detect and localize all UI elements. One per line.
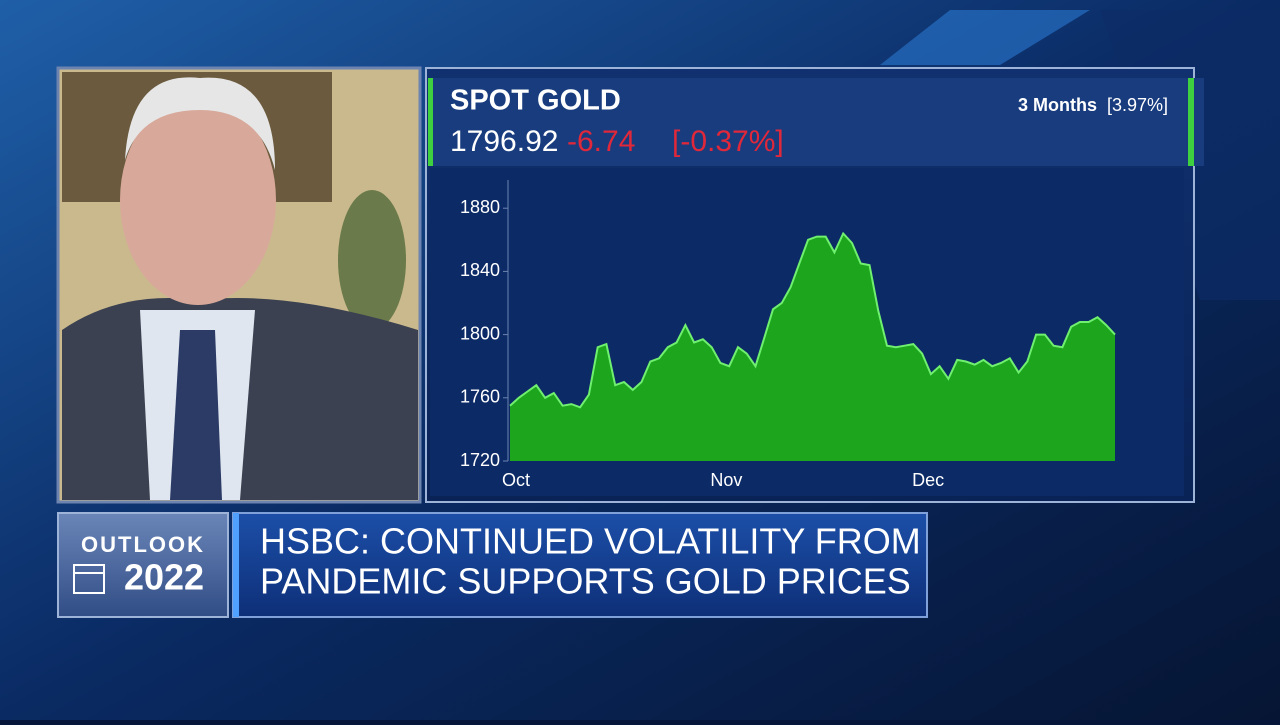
video-vase: [338, 190, 406, 330]
y-tick-label: 1760: [460, 387, 500, 407]
header-accent: [428, 78, 433, 166]
x-tick-label: Dec: [912, 470, 944, 490]
x-tick-label: Nov: [710, 470, 742, 490]
chart-header: [428, 78, 1204, 166]
price: 1796.92: [450, 125, 558, 158]
tag-top: OUTLOOK: [81, 532, 205, 557]
line: [509, 231, 1116, 409]
y-tick-label: 1800: [460, 323, 500, 343]
change: -6.74: [567, 125, 635, 158]
header-accent: [1188, 78, 1194, 166]
x-tick-label: Oct: [502, 470, 530, 490]
chart-title: SPOT GOLD: [450, 85, 621, 117]
y-tick-label: 1720: [460, 450, 500, 470]
calendar-icon: [73, 564, 105, 594]
y-tick-label: 1880: [460, 197, 500, 217]
headline-accent: [233, 513, 239, 617]
headline-line: HSBC: CONTINUED VOLATILITY FROM: [260, 521, 921, 562]
area: [510, 233, 1115, 461]
headline-box: [232, 512, 928, 618]
period-change: [3.97%]: [1107, 95, 1168, 115]
video-person: [120, 95, 276, 305]
headline-line: PANDEMIC SUPPORTS GOLD PRICES: [260, 561, 911, 602]
decor: [880, 10, 1090, 65]
y-tick-label: 1840: [460, 260, 500, 280]
change-pct: [-0.37%]: [672, 125, 784, 158]
tag-year: 2022: [124, 557, 204, 598]
period: 3 Months: [1018, 95, 1097, 115]
video-person: [125, 77, 275, 170]
video-person: [170, 330, 222, 500]
